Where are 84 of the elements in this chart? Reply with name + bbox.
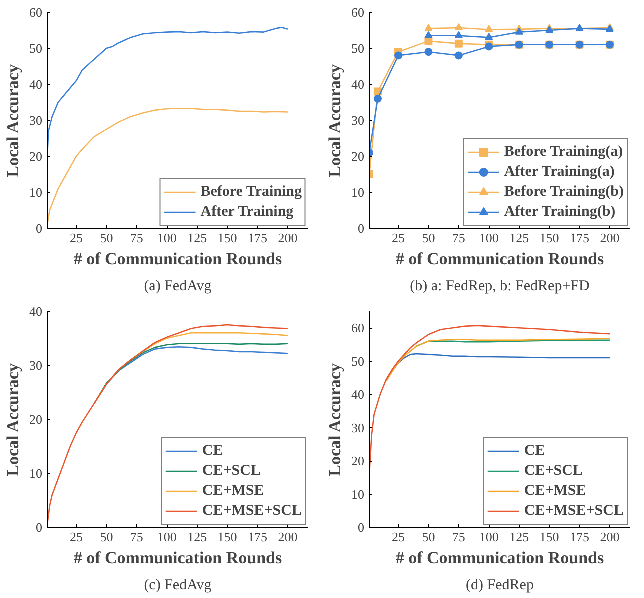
x-tick-label: 125 <box>510 530 530 544</box>
x-tick-label: 200 <box>278 530 298 544</box>
x-tick-label: 50 <box>422 230 436 246</box>
x-tick-label: 75 <box>130 530 144 544</box>
x-tick-label: 100 <box>157 230 177 246</box>
legend-label: After Training(b) <box>504 204 616 220</box>
legend-label: Before Training <box>200 184 302 200</box>
text: (a) FedAvg <box>144 278 212 294</box>
y-tick-label: 20 <box>30 412 42 427</box>
legend-label: After Training <box>200 204 294 220</box>
x-tick-label: 100 <box>479 230 499 246</box>
y-tick-label: 30 <box>30 358 42 373</box>
y-tick-label: 50 <box>352 354 364 369</box>
x-tick-label: 50 <box>100 230 114 246</box>
legend-label: CE+SCL <box>524 462 583 480</box>
legend-label: CE+MSE <box>524 482 586 500</box>
text: (b) a: FedRep, b: FedRep+FD <box>410 278 590 294</box>
x-tick-label: 150 <box>540 530 560 544</box>
x-tick-label: 200 <box>600 530 620 544</box>
legend-label: CE <box>524 442 546 460</box>
y-tick-label: 40 <box>30 77 42 92</box>
legend-label: CE+MSE <box>202 482 264 500</box>
x-tick-label: 150 <box>218 230 238 246</box>
x-tick-label: 125 <box>188 530 208 544</box>
x-tick-label: 75 <box>452 530 466 544</box>
text: (d) FedRep <box>466 578 534 594</box>
y-axis-title: Local Accuracy <box>326 64 344 178</box>
y-axis-title: Local Accuracy <box>4 363 22 476</box>
x-tick-label: 75 <box>130 230 144 246</box>
y-tick-label: 0 <box>36 221 42 236</box>
y-tick-label: 20 <box>30 149 42 164</box>
y-tick-label: 10 <box>352 486 364 502</box>
y-tick-label: 0 <box>36 520 42 535</box>
x-tick-label: 200 <box>600 230 620 246</box>
y-tick-label: 10 <box>30 185 42 200</box>
y-axis-title: Local Accuracy <box>4 64 22 178</box>
y-tick-label: 10 <box>30 466 42 481</box>
x-tick-label: 125 <box>510 230 530 246</box>
y-tick-label: 30 <box>352 113 364 128</box>
x-axis-title: # of Communication Rounds <box>396 548 605 568</box>
x-tick-label: 25 <box>392 230 405 246</box>
x-tick-label: 50 <box>100 530 114 544</box>
y-tick-label: 10 <box>352 185 364 200</box>
x-tick-label: 100 <box>479 530 499 544</box>
x-axis-title: # of Communication Rounds <box>396 250 605 268</box>
x-tick-label: 75 <box>452 230 466 246</box>
y-tick-label: 50 <box>30 41 42 56</box>
legend-label: Before Training(a) <box>504 144 624 160</box>
x-tick-label: 175 <box>248 230 268 246</box>
y-tick-label: 30 <box>352 420 364 436</box>
x-tick-label: 150 <box>540 230 560 246</box>
x-tick-label: 100 <box>157 530 177 544</box>
x-tick-label: 200 <box>278 230 298 246</box>
y-tick-label: 60 <box>352 5 364 20</box>
legend-label: CE+MSE+SCL <box>202 502 302 520</box>
x-tick-label: 175 <box>248 530 268 544</box>
y-tick-label: 40 <box>30 304 42 319</box>
x-tick-label: 175 <box>570 230 590 246</box>
x-axis-title: # of Communication Rounds <box>74 548 283 568</box>
y-tick-label: 60 <box>352 320 364 336</box>
x-axis-title: # of Communication Rounds <box>74 250 283 268</box>
y-tick-label: 30 <box>30 113 42 128</box>
y-tick-label: 40 <box>352 387 364 402</box>
x-tick-label: 175 <box>570 530 590 544</box>
legend-label: CE+SCL <box>202 462 261 480</box>
text: (c) FedAvg <box>144 578 212 594</box>
x-tick-label: 25 <box>392 530 405 544</box>
y-tick-label: 20 <box>352 454 364 469</box>
legend-label: CE <box>202 442 224 460</box>
legend-label: CE+MSE+SCL <box>524 502 624 520</box>
x-tick-label: 25 <box>70 530 83 544</box>
y-tick-label: 60 <box>30 5 42 20</box>
x-tick-label: 150 <box>218 530 238 544</box>
y-tick-label: 50 <box>352 41 364 56</box>
x-tick-label: 125 <box>188 230 208 246</box>
y-axis-title: Local Accuracy <box>326 363 344 476</box>
legend-label: After Training(a) <box>504 164 615 180</box>
x-tick-label: 25 <box>70 230 83 246</box>
y-tick-label: 0 <box>358 520 364 535</box>
legend-label: Before Training(b) <box>504 184 624 200</box>
y-tick-label: 20 <box>352 149 364 164</box>
y-tick-label: 40 <box>352 77 364 92</box>
x-tick-label: 50 <box>422 530 436 544</box>
y-tick-label: 0 <box>358 221 364 236</box>
